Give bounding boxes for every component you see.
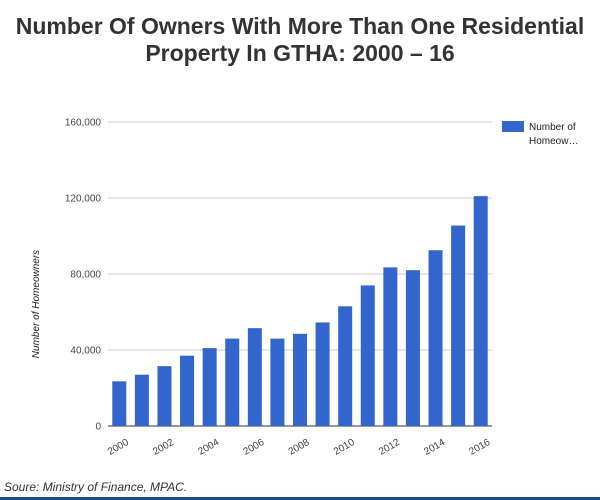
bar-2003 [180,355,195,426]
x-tick-label: 2016 [467,437,492,458]
legend-swatch [502,121,524,132]
x-tick-label: 2002 [151,437,176,458]
y-tick-label: 0 [95,422,101,433]
bar-2006 [247,328,262,426]
x-tick-label: 2010 [332,437,357,458]
y-tick-label: 120,000 [65,194,102,205]
bar-2016 [473,196,488,426]
chart-title-line-1: Number Of Owners With More Than One Resi… [15,13,585,39]
legend: Number of Homeow… [502,121,578,147]
legend-label: Homeow… [529,136,578,147]
chart-title: Number Of Owners With More Than One Resi… [0,13,600,67]
bars [112,196,488,426]
bar-2007 [270,338,285,426]
bar-2012 [383,267,398,426]
bar-2010 [338,306,353,426]
bar-2011 [360,285,375,426]
x-axis-ticks: 2000 2002 2004 2006 2008 2010 2012 2014 2016 [106,437,493,458]
legend-label: Number of [529,122,576,133]
x-tick-label: 2004 [196,437,221,458]
y-axis-title: Number of Homeowners [31,250,42,358]
bar-2002 [157,366,172,426]
source-note: Soure: Ministry of Finance, MPAC. [4,480,188,494]
y-tick-label: 80,000 [70,270,101,281]
bar-2008 [292,333,308,426]
x-tick-label: 2012 [377,437,402,458]
bar-2013 [405,270,420,426]
y-tick-label: 160,000 [65,118,102,129]
bar-2014 [428,250,443,426]
bar-2000 [112,381,127,426]
bar-2004 [202,348,217,426]
bar-2001 [134,374,149,426]
bottom-rule [0,497,600,500]
chart-title-line-2: Property In GTHA: 2000 – 16 [145,40,455,66]
bar-2005 [225,338,240,426]
y-axis-ticks: 0 40,000 80,000 120,000 160,000 [65,118,102,433]
x-tick-label: 2014 [422,437,447,458]
bar-2015 [451,225,466,426]
y-tick-label: 40,000 [70,346,101,357]
bar-2009 [315,322,330,426]
x-tick-label: 2000 [106,437,131,458]
x-tick-label: 2006 [242,437,267,458]
x-tick-label: 2008 [287,437,312,458]
